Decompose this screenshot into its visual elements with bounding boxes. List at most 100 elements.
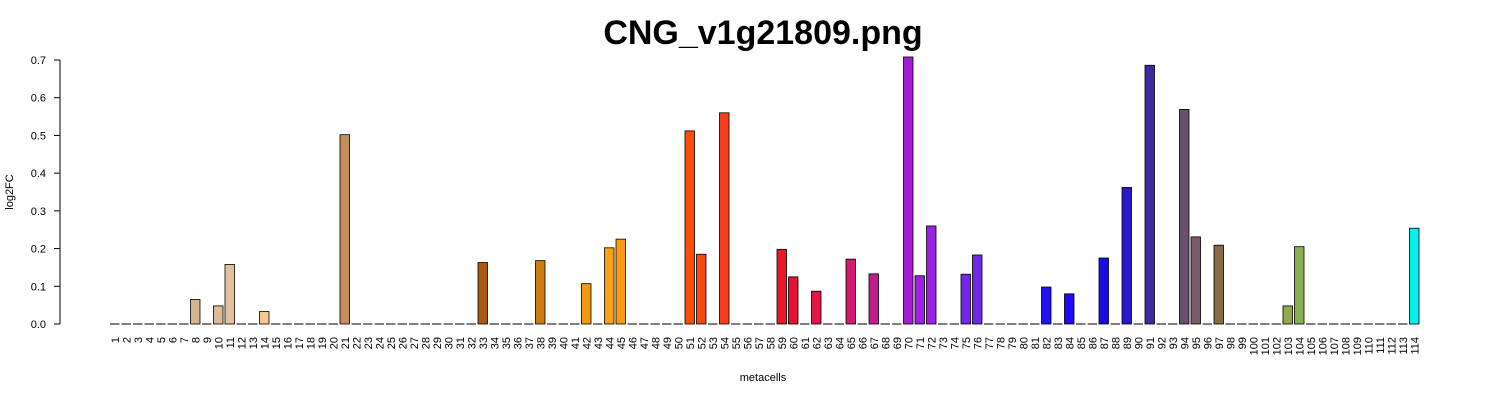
x-tick-label: 51: [685, 337, 697, 349]
x-tick-label: 91: [1145, 337, 1157, 349]
x-tick-label: 53: [708, 337, 720, 349]
x-tick-label: 112: [1386, 337, 1398, 355]
x-tick-label: 83: [1053, 337, 1065, 349]
bar-103: [1282, 305, 1293, 325]
x-tick-label: 64: [834, 337, 846, 349]
bar-84: [1064, 293, 1075, 325]
bar-11: [224, 264, 235, 325]
x-tick-label: 29: [432, 337, 444, 349]
x-tick-label: 35: [501, 337, 513, 349]
x-tick-label: 11: [225, 337, 237, 348]
x-tick-label: 52: [696, 337, 708, 349]
y-axis-label: log2FC: [4, 174, 16, 210]
bar-38: [535, 260, 546, 325]
x-tick-label: 89: [1122, 337, 1134, 349]
x-tick-label: 96: [1202, 337, 1214, 349]
x-tick-label: 19: [317, 337, 329, 349]
x-tick-label: 57: [754, 337, 766, 349]
x-tick-label: 44: [604, 337, 616, 349]
x-tick-label: 99: [1237, 337, 1249, 349]
x-tick-label: 69: [892, 337, 904, 349]
bar-54: [719, 112, 730, 325]
x-tick-label: 21: [340, 337, 352, 349]
x-tick-label: 74: [949, 337, 961, 349]
bar-97: [1213, 244, 1224, 325]
bar-45: [615, 238, 626, 325]
bar-70: [903, 56, 914, 325]
y-tick-label: 0.4: [31, 168, 46, 180]
x-tick-label: 114: [1409, 337, 1421, 355]
x-tick-label: 47: [639, 337, 651, 349]
x-tick-label: 22: [351, 337, 363, 349]
x-tick-label: 37: [524, 337, 536, 349]
bar-8: [190, 299, 201, 325]
bar-82: [1041, 286, 1052, 325]
x-tick-label: 45: [616, 337, 628, 349]
x-tick-label: 28: [420, 337, 432, 349]
bar-44: [604, 247, 615, 325]
x-tick-label: 77: [984, 337, 996, 349]
x-tick-label: 108: [1340, 337, 1352, 355]
x-tick-label: 81: [1030, 337, 1042, 349]
x-tick-label: 4: [144, 337, 156, 343]
x-tick-label: 98: [1225, 337, 1237, 349]
x-tick-label: 9: [202, 337, 214, 343]
y-tick-label: 0.3: [31, 206, 46, 218]
x-tick-label: 71: [915, 337, 927, 349]
x-tick-label: 49: [662, 337, 674, 349]
x-tick-label: 78: [995, 337, 1007, 349]
x-tick-label: 56: [742, 337, 754, 349]
bar-42: [581, 283, 592, 325]
x-tick-label: 113: [1398, 337, 1410, 355]
x-tick-label: 2: [121, 337, 133, 343]
x-tick-label: 61: [800, 337, 812, 349]
x-tick-label: 41: [570, 337, 582, 349]
bar-51: [684, 130, 695, 325]
x-tick-label: 32: [466, 337, 478, 349]
y-tick-label: 0.2: [31, 244, 46, 256]
bar-104: [1294, 246, 1305, 325]
bars-group: [110, 56, 1420, 325]
x-tick-label: 86: [1087, 337, 1099, 349]
bar-114: [1409, 227, 1420, 325]
x-tick-label: 65: [846, 337, 858, 349]
bar-71: [914, 275, 925, 325]
x-tick-label: 3: [133, 337, 145, 343]
x-tick-label: 70: [903, 337, 915, 349]
x-tick-label: 97: [1214, 337, 1226, 349]
x-tick-label: 48: [650, 337, 662, 349]
x-tick-label: 62: [811, 337, 823, 349]
x-tick-label: 102: [1271, 337, 1283, 355]
bar-21: [339, 134, 350, 325]
x-tick-labels: 1 2 3 4 5 6 7 8 9 10 11 12 13 14 15 16 17 18 19 20 21 22 23 24 2…: [110, 337, 1422, 355]
bar-94: [1179, 109, 1190, 325]
x-tick-label: 63: [823, 337, 835, 349]
x-tick-label: 58: [765, 337, 777, 349]
x-tick-label: 12: [236, 337, 248, 349]
x-tick-label: 33: [478, 337, 490, 349]
y-tick-label: 0.6: [31, 93, 46, 105]
bar-65: [845, 258, 856, 325]
bar-75: [960, 273, 971, 325]
x-tick-label: 23: [363, 337, 375, 349]
x-tick-label: 95: [1191, 337, 1203, 349]
bar-10: [213, 305, 224, 325]
x-tick-label: 17: [294, 337, 306, 349]
x-tick-label: 76: [972, 337, 984, 349]
x-tick-label: 66: [857, 337, 869, 349]
x-tick-label: 88: [1110, 337, 1122, 349]
bar-89: [1121, 187, 1132, 325]
bar-59: [776, 248, 787, 325]
chart-title: CNG_v1g21809.png: [603, 14, 922, 52]
x-tick-label: 109: [1352, 337, 1364, 355]
x-tick-label: 25: [386, 337, 398, 349]
x-tick-label: 34: [489, 337, 501, 349]
bar-67: [868, 273, 879, 325]
x-tick-label: 60: [788, 337, 800, 349]
bar-76: [972, 254, 983, 325]
x-tick-label: 90: [1133, 337, 1145, 349]
x-tick-label: 1: [110, 337, 122, 343]
x-tick-label: 13: [248, 337, 260, 349]
x-tick-label: 24: [374, 337, 386, 349]
